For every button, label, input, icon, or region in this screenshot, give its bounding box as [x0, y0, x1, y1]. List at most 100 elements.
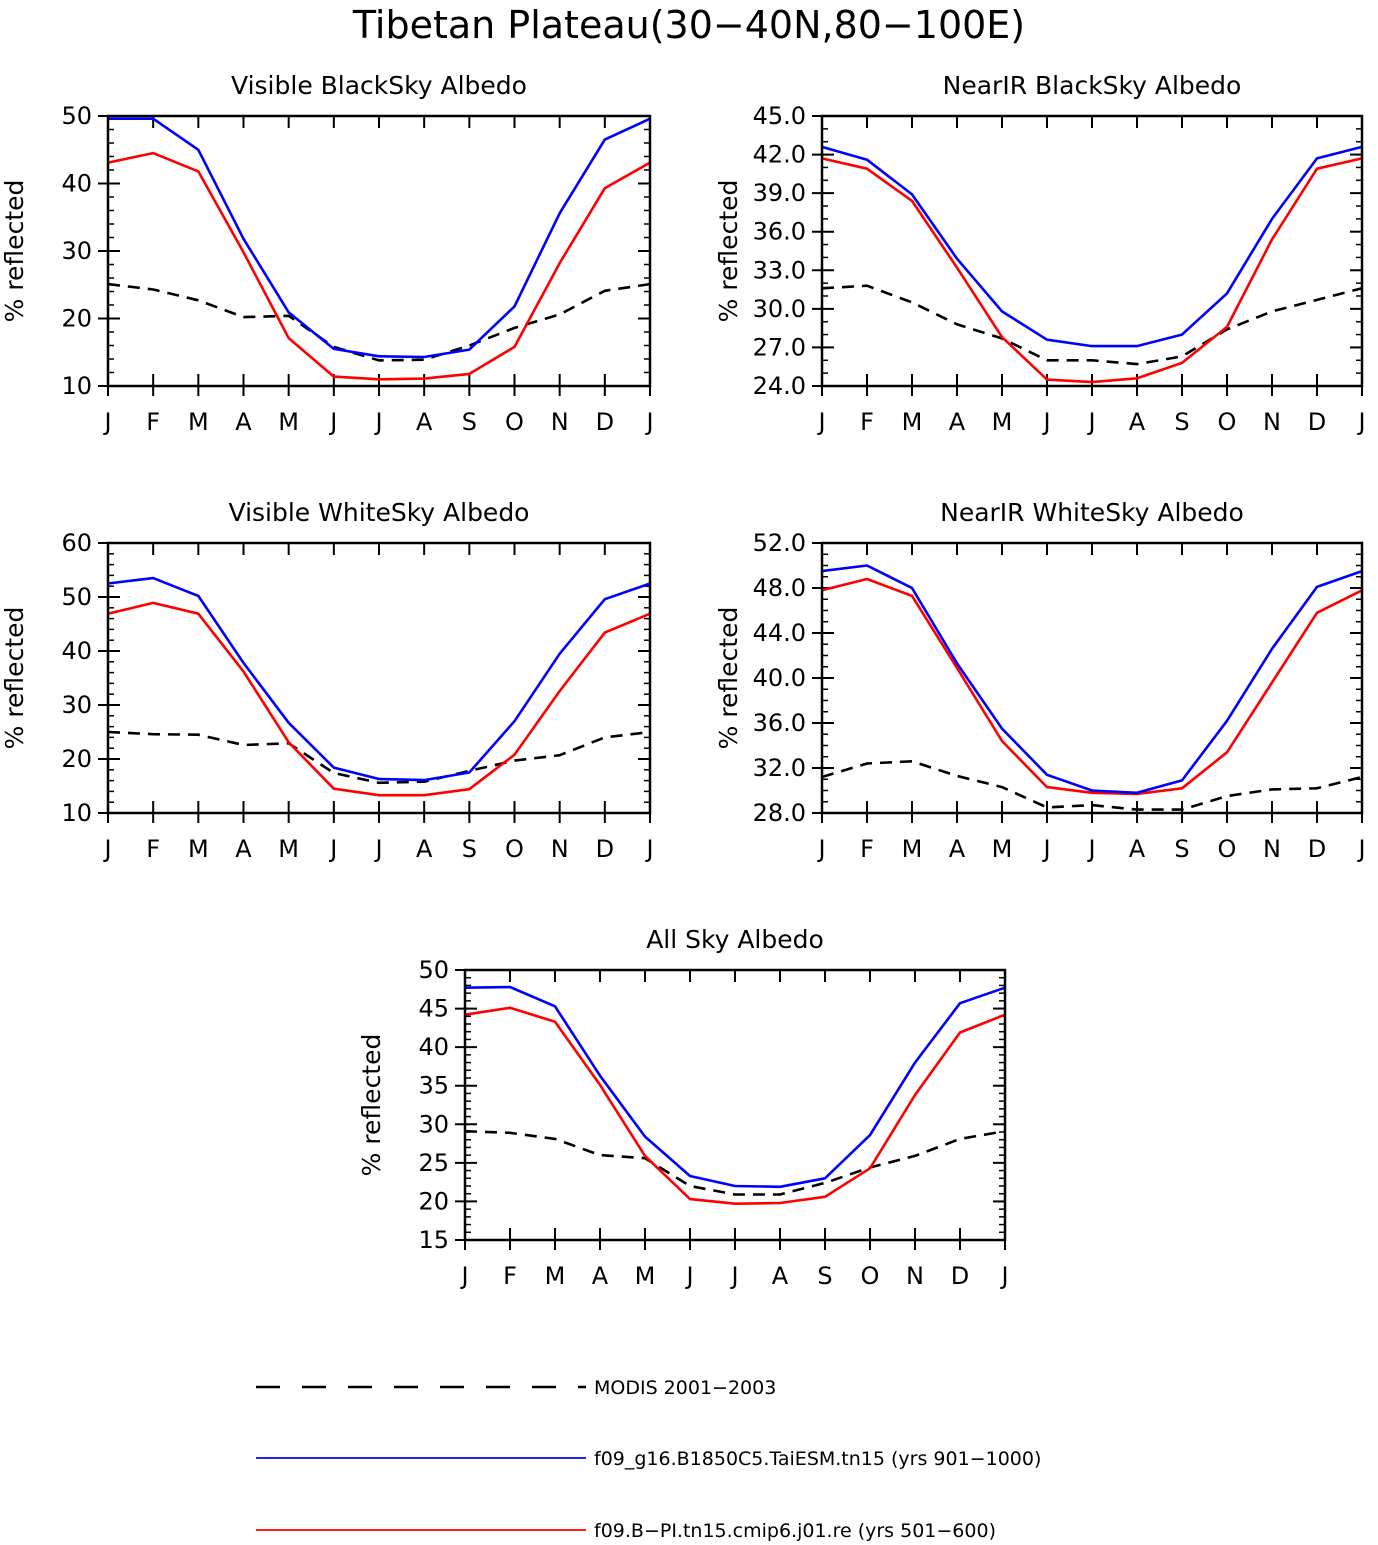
- series-line-cmip6: [464, 1006, 1006, 1205]
- y-tick-label: 25: [418, 1149, 449, 1177]
- y-axis-label: % reflected: [357, 1034, 386, 1177]
- x-tick-label: J: [1356, 408, 1365, 436]
- legend-label: f09.B−PI.tn15.cmip6.j01.re (yrs 501−600): [594, 1520, 996, 1542]
- y-tick-label: 60: [61, 529, 92, 557]
- x-tick-label: F: [860, 835, 874, 863]
- x-tick-label: J: [1041, 408, 1050, 436]
- series-line-cmip6: [107, 151, 651, 381]
- panel-title: NearIR WhiteSky Albedo: [940, 498, 1244, 527]
- x-tick-label: F: [146, 835, 160, 863]
- series-line-taiesm: [108, 117, 651, 359]
- y-tick-label: 30: [61, 237, 92, 265]
- y-tick-label: 45: [418, 995, 449, 1023]
- y-tick-label: 36.0: [753, 218, 806, 246]
- x-tick-label: J: [1041, 835, 1050, 863]
- y-tick-label: 50: [61, 102, 92, 130]
- y-tick-label: 20: [61, 305, 92, 333]
- y-axis-label: % reflected: [714, 607, 743, 750]
- x-tick-label: N: [906, 1262, 924, 1290]
- x-tick-label: D: [1308, 835, 1326, 863]
- plot-frame: [820, 114, 1364, 388]
- chart-panel-3: Visible WhiteSky Albedo % reflected 10 20 30…: [0, 498, 654, 863]
- x-tick-label: J: [1086, 835, 1095, 863]
- x-tick-label: S: [817, 1262, 832, 1290]
- x-tick-label: N: [1263, 408, 1281, 436]
- series-line-cmip6: [821, 157, 1363, 384]
- series-line-taiesm: [464, 985, 1006, 1189]
- plot-frame: [820, 541, 1364, 815]
- x-tick-label: J: [644, 835, 653, 863]
- series-line-modis: [107, 730, 651, 785]
- series-line-cmip6: [107, 601, 651, 797]
- x-tick-label: J: [644, 408, 653, 436]
- x-tick-label: J: [816, 835, 825, 863]
- x-tick-label: S: [1174, 835, 1189, 863]
- x-tick-label: M: [278, 408, 299, 436]
- plot-frame: [463, 968, 1007, 1242]
- series-line-modis: [464, 1129, 1006, 1196]
- x-tick-label: N: [1263, 835, 1281, 863]
- chart-panel-4: NearIR WhiteSky Albedo % reflected 28.0 32.…: [714, 498, 1366, 863]
- y-tick-label: 10: [61, 799, 92, 827]
- panel-title: Visible BlackSky Albedo: [231, 71, 527, 100]
- y-tick-label: 28.0: [753, 799, 806, 827]
- y-tick-label: 20: [61, 745, 92, 773]
- panels: Visible BlackSky Albedo % reflected 10 20 30…: [0, 71, 1366, 1290]
- y-tick-label: 32.0: [753, 754, 806, 782]
- x-tick-label: M: [278, 835, 299, 863]
- x-tick-label: J: [102, 408, 111, 436]
- y-tick-label: 35: [418, 1072, 449, 1100]
- y-tick-label: 40: [61, 170, 92, 198]
- x-tick-label: J: [1356, 835, 1365, 863]
- panel-title: All Sky Albedo: [646, 925, 824, 954]
- x-tick-label: S: [462, 408, 477, 436]
- y-tick-label: 40: [61, 637, 92, 665]
- y-tick-label: 30: [61, 691, 92, 719]
- y-tick-label: 45.0: [753, 102, 806, 130]
- y-tick-label: 42.0: [753, 141, 806, 169]
- x-tick-label: J: [373, 408, 382, 436]
- figure-title: Tibetan Plateau(30−40N,80−100E): [352, 3, 1025, 47]
- x-tick-label: A: [772, 1262, 789, 1290]
- x-tick-label: J: [328, 408, 337, 436]
- chart-panel-2: NearIR BlackSky Albedo % reflected 24.0 27.…: [714, 71, 1366, 436]
- series-line-cmip6: [821, 577, 1363, 796]
- x-tick-label: N: [551, 835, 569, 863]
- series-line-taiesm: [821, 564, 1363, 795]
- x-tick-label: M: [902, 408, 923, 436]
- y-tick-label: 15: [418, 1226, 449, 1254]
- x-tick-label: J: [459, 1262, 468, 1290]
- x-tick-label: M: [992, 835, 1013, 863]
- y-axis-label: % reflected: [714, 180, 743, 323]
- y-tick-label: 30.0: [753, 295, 806, 323]
- x-tick-label: M: [188, 408, 209, 436]
- x-tick-label: A: [235, 835, 252, 863]
- y-tick-label: 10: [61, 372, 92, 400]
- series-line-modis: [821, 284, 1363, 366]
- chart-panel-1: Visible BlackSky Albedo % reflected 10 20 30…: [0, 71, 654, 436]
- x-tick-label: A: [1129, 408, 1146, 436]
- x-tick-label: M: [188, 835, 209, 863]
- x-tick-label: D: [1308, 408, 1326, 436]
- x-tick-label: O: [505, 835, 524, 863]
- y-tick-label: 39.0: [753, 179, 806, 207]
- x-tick-label: D: [596, 835, 614, 863]
- x-tick-label: D: [596, 408, 614, 436]
- x-tick-label: O: [505, 408, 524, 436]
- x-tick-label: A: [1129, 835, 1146, 863]
- x-tick-label: J: [328, 835, 337, 863]
- x-tick-label: M: [545, 1262, 566, 1290]
- x-tick-label: J: [373, 835, 382, 863]
- x-tick-label: F: [860, 408, 874, 436]
- y-tick-label: 48.0: [753, 574, 806, 602]
- x-tick-label: O: [861, 1262, 880, 1290]
- x-tick-label: M: [635, 1262, 656, 1290]
- x-tick-label: A: [235, 408, 252, 436]
- x-tick-label: A: [949, 835, 966, 863]
- x-tick-label: J: [999, 1262, 1008, 1290]
- y-axis-label: % reflected: [0, 180, 29, 323]
- x-tick-label: D: [951, 1262, 969, 1290]
- x-tick-label: J: [102, 835, 111, 863]
- y-tick-label: 24.0: [753, 372, 806, 400]
